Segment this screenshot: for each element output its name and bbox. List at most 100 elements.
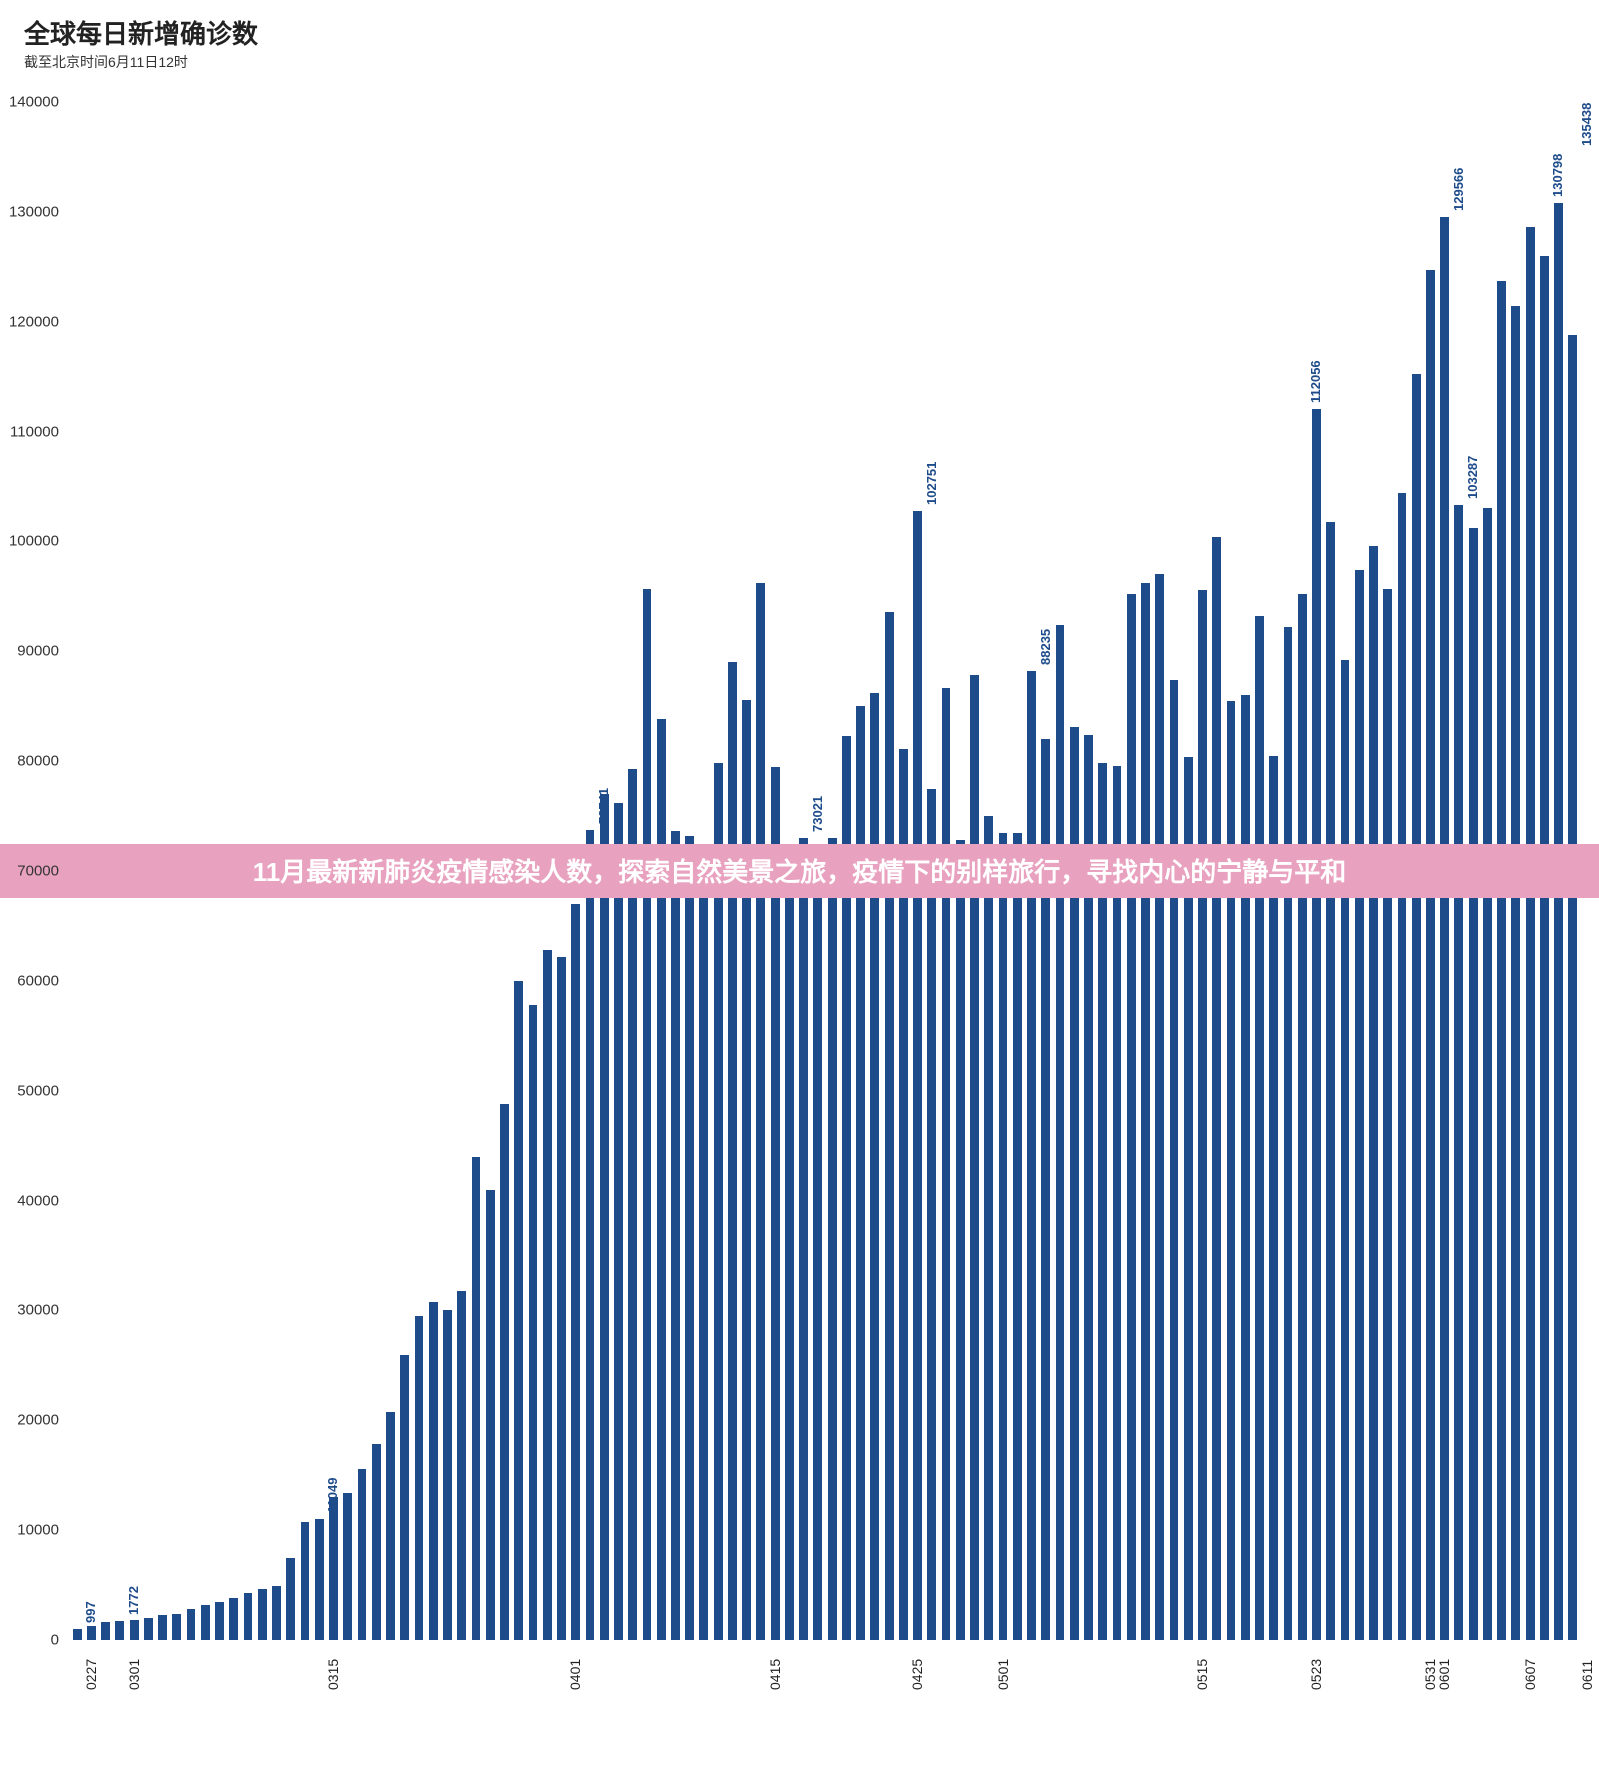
y-tick-label: 140000	[4, 93, 59, 110]
bar	[415, 1316, 424, 1640]
bar	[258, 1589, 267, 1640]
bar	[614, 803, 623, 1640]
bar	[1341, 660, 1350, 1640]
bar-value-label: 73741	[596, 788, 611, 824]
bar	[885, 612, 894, 1640]
bar	[913, 511, 922, 1640]
y-tick-label: 10000	[4, 1522, 59, 1539]
bar	[1483, 508, 1492, 1640]
bar	[1056, 625, 1065, 1640]
bar	[1227, 701, 1236, 1640]
bar	[1454, 505, 1463, 1640]
x-tick-label: 0601	[1436, 1659, 1452, 1690]
bar	[1255, 616, 1264, 1640]
bar	[828, 838, 837, 1640]
y-tick-label: 120000	[4, 313, 59, 330]
overlay-banner-text: 11月最新新肺炎疫情感染人数，探索自然美景之旅，疫情下的别样旅行，寻找内心的宁静…	[253, 852, 1347, 889]
bar	[571, 904, 580, 1640]
bar	[144, 1618, 153, 1640]
y-tick-label: 80000	[4, 753, 59, 770]
bar-value-label: 112056	[1308, 360, 1323, 403]
bar	[486, 1190, 495, 1640]
bar	[970, 675, 979, 1640]
bar	[1469, 528, 1478, 1640]
bar	[101, 1622, 110, 1640]
bar	[1141, 583, 1150, 1640]
bar	[372, 1444, 381, 1640]
bar	[1212, 537, 1221, 1640]
bar	[187, 1609, 196, 1640]
bar	[1568, 335, 1577, 1640]
bar	[1241, 695, 1250, 1640]
x-tick-label: 0401	[567, 1659, 583, 1690]
y-tick-label: 100000	[4, 533, 59, 550]
y-tick-label: 30000	[4, 1302, 59, 1319]
x-tick-label: 0315	[325, 1659, 341, 1690]
bar	[685, 836, 694, 1640]
bar-value-label: 1772	[126, 1586, 141, 1615]
bar	[457, 1291, 466, 1640]
bar	[543, 950, 552, 1640]
bar	[1383, 589, 1392, 1640]
bar	[927, 789, 936, 1640]
bar	[315, 1519, 324, 1640]
x-tick-label: 0227	[83, 1659, 99, 1690]
bar	[799, 838, 808, 1640]
bar	[942, 688, 951, 1640]
y-tick-label: 90000	[4, 643, 59, 660]
bar	[628, 769, 637, 1640]
bar	[870, 693, 879, 1640]
bar	[500, 1104, 509, 1640]
bar-value-label: 73021	[810, 796, 825, 832]
bar	[756, 583, 765, 1640]
bar	[87, 1626, 96, 1640]
bar	[272, 1586, 281, 1640]
bar	[1355, 570, 1364, 1640]
bar	[671, 831, 680, 1640]
bar	[728, 662, 737, 1640]
bar	[1298, 594, 1307, 1640]
x-tick-label: 0611	[1579, 1660, 1595, 1690]
bar	[956, 840, 965, 1640]
bar	[172, 1614, 181, 1640]
bar	[400, 1355, 409, 1640]
bar	[813, 847, 822, 1640]
bar	[1369, 546, 1378, 1640]
overlay-banner: 11月最新新肺炎疫情感染人数，探索自然美景之旅，疫情下的别样旅行，寻找内心的宁静…	[0, 844, 1599, 898]
bar	[557, 957, 566, 1640]
bar	[1440, 217, 1449, 1640]
bar	[158, 1615, 167, 1640]
bar	[429, 1302, 438, 1640]
bar	[343, 1493, 352, 1640]
x-tick-label: 0523	[1308, 1659, 1324, 1690]
bar	[1127, 594, 1136, 1640]
bar	[643, 589, 652, 1640]
bar-value-label: 11049	[325, 1477, 340, 1512]
x-tick-label: 0415	[767, 1659, 783, 1690]
y-tick-label: 50000	[4, 1082, 59, 1099]
bar	[785, 844, 794, 1640]
bar	[529, 1005, 538, 1640]
bar-value-label: 130798	[1550, 154, 1565, 197]
x-tick-label: 0515	[1194, 1659, 1210, 1690]
y-tick-label: 40000	[4, 1192, 59, 1209]
bar	[244, 1593, 253, 1640]
bar	[286, 1558, 295, 1640]
bar	[600, 794, 609, 1640]
x-tick-label: 0301	[126, 1659, 142, 1690]
chart-subtitle: 截至北京时间6月11日12时	[24, 52, 188, 72]
bar	[472, 1157, 481, 1640]
bar	[115, 1621, 124, 1640]
bar	[329, 1497, 338, 1640]
bar-value-label: 129566	[1451, 167, 1466, 210]
bar	[1170, 680, 1179, 1640]
y-tick-label: 20000	[4, 1412, 59, 1429]
bar	[1326, 522, 1335, 1640]
bar	[1554, 203, 1563, 1640]
bar	[1155, 574, 1164, 1640]
bar-value-label: 88235	[1038, 629, 1053, 665]
bar	[984, 816, 993, 1640]
bar	[443, 1310, 452, 1640]
bar	[1312, 409, 1321, 1640]
bar	[1526, 227, 1535, 1640]
